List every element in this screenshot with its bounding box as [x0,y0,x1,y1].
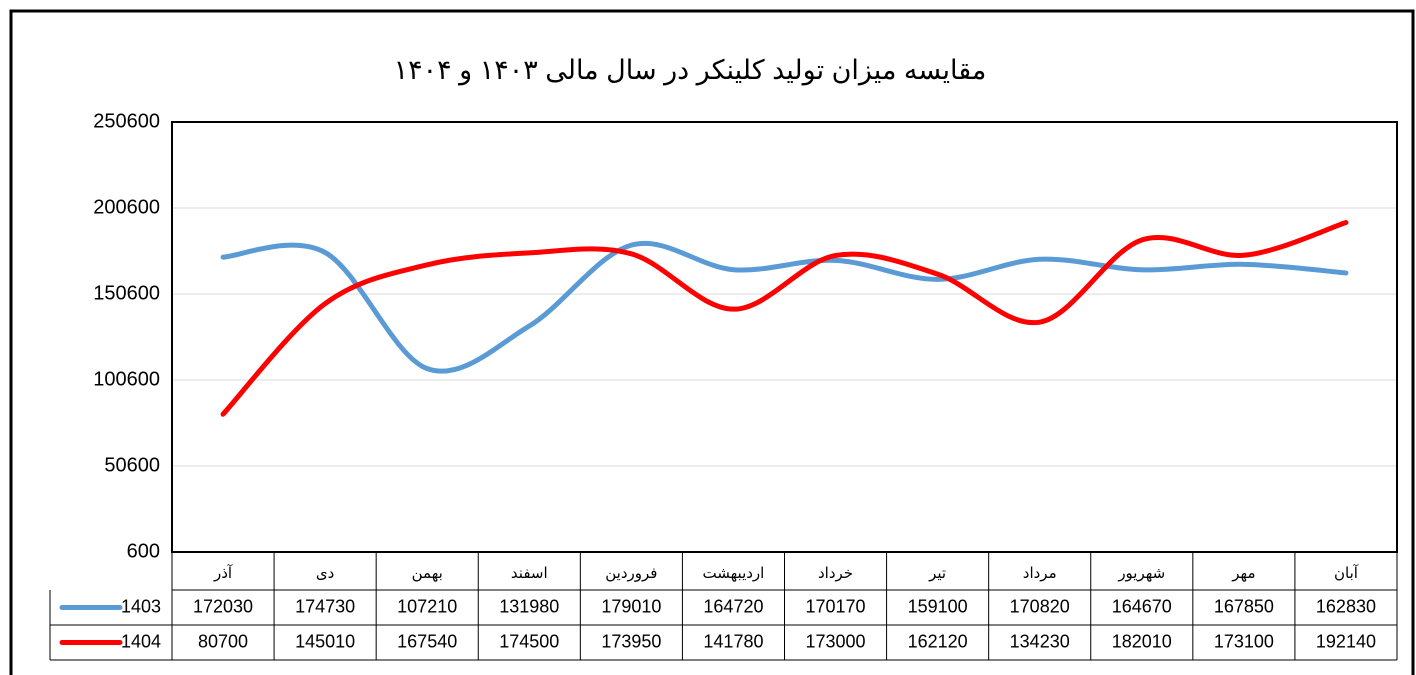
series-line [220,241,1349,374]
table-value: 164720 [703,596,763,616]
y-tick-label: 50600 [104,454,160,476]
legend-label: 1404 [121,631,161,651]
frame [9,9,1415,675]
chart-title: مقایسه میزان تولید کلینکر در سال مالی ۱۴… [394,55,987,86]
y-tick-label: 600 [127,540,160,562]
y-tick-label: 250600 [93,110,160,132]
y-tick-label: 150600 [93,282,160,304]
table-value: 173100 [1214,631,1274,651]
table-value: 172030 [193,596,253,616]
table-value: 167540 [397,631,457,651]
table-value: 179010 [601,596,661,616]
table-value: 192140 [1316,631,1376,651]
y-tick-label: 100600 [93,368,160,390]
x-tick-label: شهریور [1117,565,1165,582]
x-tick-label: تیر [928,565,946,582]
table-value: 162830 [1316,596,1376,616]
table-value: 174730 [295,596,355,616]
legend-label: 1403 [121,596,161,616]
table-value: 167850 [1214,596,1274,616]
table-value: 173950 [601,631,661,651]
table-value: 107210 [397,596,457,616]
plot-border [171,121,1398,553]
table-value: 159100 [908,596,968,616]
x-tick-label: بهمن [412,565,443,582]
table-value: 164670 [1112,596,1172,616]
x-tick-label: مرداد [1023,565,1057,582]
x-tick-label: دی [316,565,334,582]
x-tick-label: آذر [213,564,233,582]
x-tick-label: مهر [1231,565,1255,582]
table-value: 134230 [1010,631,1070,651]
x-tick-label: اسفند [511,565,548,582]
y-tick-label: 200600 [93,196,160,218]
table-value: 162120 [908,631,968,651]
table-value: 141780 [703,631,763,651]
table-value: 131980 [499,596,559,616]
table-value: 145010 [295,631,355,651]
table-value: 174500 [499,631,559,651]
x-tick-label: آبان [1334,564,1359,582]
x-tick-label: خرداد [818,565,853,582]
x-tick-label: فروردین [605,565,657,582]
x-tick-label: اردیبهشت [703,565,765,582]
table-value: 80700 [198,631,248,651]
table-value: 170820 [1010,596,1070,616]
table-value: 182010 [1112,631,1172,651]
series-line [220,220,1349,417]
table-value: 170170 [806,596,866,616]
table-value: 173000 [806,631,866,651]
